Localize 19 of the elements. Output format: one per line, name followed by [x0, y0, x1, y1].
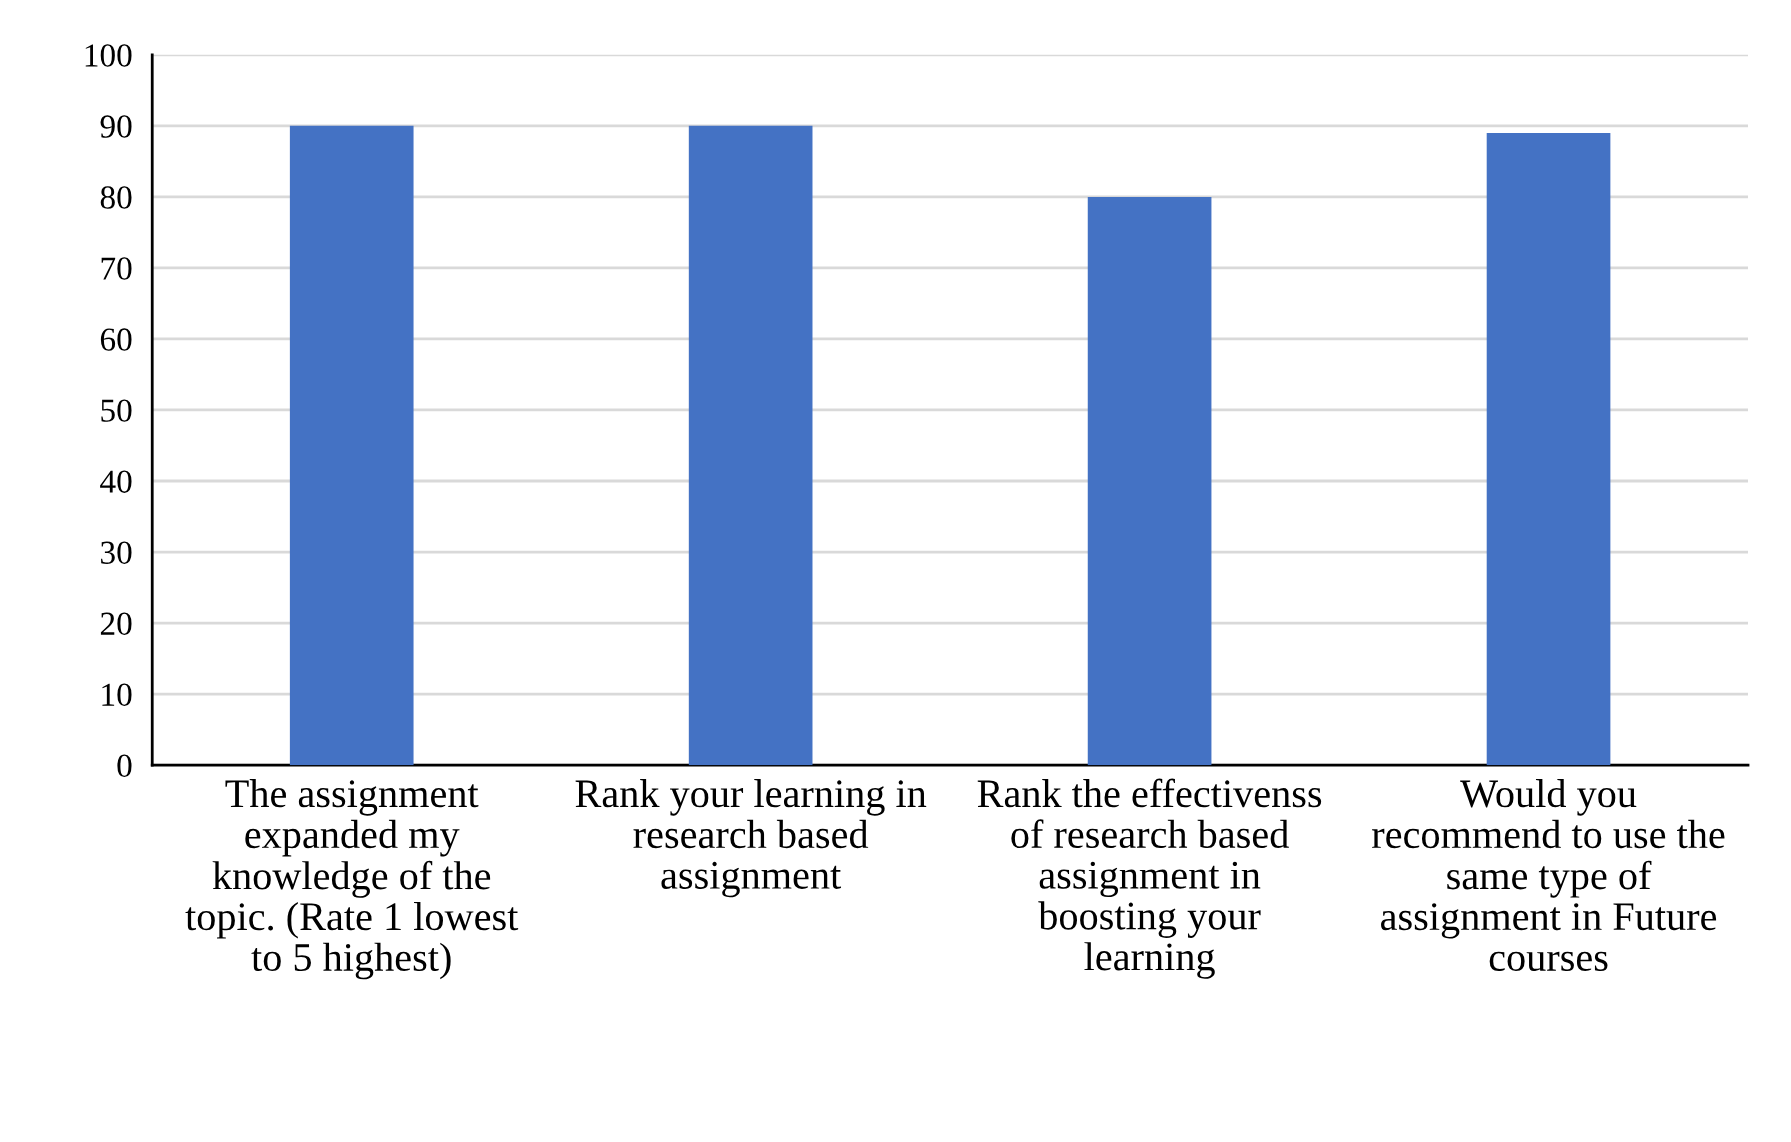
bar	[1486, 132, 1611, 766]
bar	[1087, 196, 1212, 766]
y-tick-label: 40	[100, 470, 132, 493]
y-tick-label: 50	[101, 399, 132, 422]
x-tick-label: Would you recommend to use the same type of assignment in Future courses	[1372, 779, 1725, 972]
y-tick-label: 100	[85, 44, 132, 67]
y-tick-label: 30	[101, 541, 132, 564]
x-tick-label: Rank the effectivenss of research based assignment in boosting your learning	[977, 778, 1322, 979]
y-tick-label: 70	[101, 257, 132, 280]
y-tick-label: 20	[100, 612, 132, 635]
y-tick-label: 90	[100, 115, 132, 138]
x-tick-label: The assignment expanded my knowledge of the topic. (Rate 1 lowest to 5 highest)	[185, 779, 519, 980]
y-tick-label: 10	[102, 683, 132, 706]
y-tick-label: 60	[100, 328, 132, 351]
y-tick-label: 0	[117, 754, 132, 778]
x-tick-label: Rank your learning in research based assignment	[575, 779, 927, 898]
bar	[289, 125, 414, 766]
bar	[688, 125, 813, 766]
y-tick-label: 80	[100, 186, 132, 209]
